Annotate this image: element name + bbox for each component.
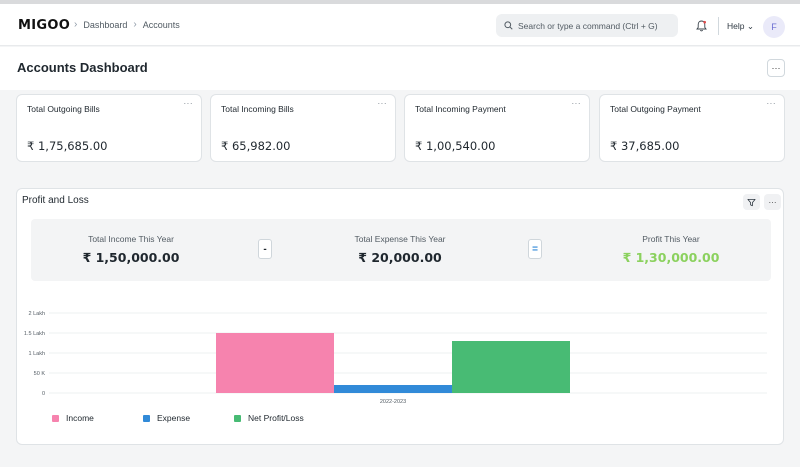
widget-title: Profit and Loss: [22, 195, 89, 206]
chevron-right-icon: ›: [74, 19, 78, 30]
legend-swatch: [143, 414, 150, 422]
legend-label: Net Profit/Loss: [248, 413, 304, 423]
bar-net-profit-loss[interactable]: [452, 341, 570, 393]
card-title: Total Outgoing Payment: [610, 104, 701, 114]
help-label: Help: [727, 21, 745, 31]
card-total-outgoing-bills[interactable]: Total Outgoing Bills ··· ₹ 1,75,685.00: [16, 94, 202, 162]
breadcrumb: › Dashboard › Accounts: [74, 19, 180, 30]
expense-summary: Total Expense This Year ₹ 20,000.00: [310, 234, 490, 265]
breadcrumb-dashboard[interactable]: Dashboard: [83, 19, 128, 30]
card-title: Total Outgoing Bills: [27, 104, 100, 114]
y-tick-label: 2 Lakh: [28, 311, 45, 317]
legend-item[interactable]: Expense: [143, 413, 234, 423]
card-menu-icon[interactable]: ···: [766, 99, 776, 108]
y-tick-label: 1 Lakh: [28, 351, 45, 357]
search-bar[interactable]: [496, 14, 678, 37]
help-dropdown[interactable]: Help ⌄: [727, 21, 754, 32]
y-tick-label: 50 K: [34, 371, 46, 377]
chevron-down-icon: ⌄: [746, 21, 754, 31]
profit-label: Profit This Year: [642, 234, 700, 244]
page-title: Accounts Dashboard: [17, 60, 148, 75]
breadcrumb-accounts[interactable]: Accounts: [142, 19, 180, 30]
page-menu-button[interactable]: ···: [767, 59, 785, 77]
legend-label: Expense: [157, 413, 191, 423]
app-logo[interactable]: MIGOO: [18, 18, 70, 33]
chevron-right-icon: ›: [133, 19, 137, 30]
avatar-initial: F: [771, 22, 777, 32]
card-title: Total Incoming Payment: [415, 104, 506, 114]
legend-label: Income: [66, 413, 94, 423]
card-value: ₹ 1,75,685.00: [27, 139, 108, 153]
avatar[interactable]: F: [763, 16, 785, 38]
profit-value: ₹ 1,30,000.00: [622, 250, 720, 265]
navbar: MIGOO › Dashboard › Accounts Help ⌄ F: [0, 4, 800, 46]
y-tick-label: 0: [42, 391, 45, 397]
card-menu-icon[interactable]: ···: [377, 99, 387, 108]
search-input[interactable]: [518, 20, 678, 31]
more-icon: ···: [768, 197, 777, 207]
filter-icon: [747, 198, 756, 206]
navbar-divider: [718, 17, 719, 35]
income-value: ₹ 1,50,000.00: [82, 250, 180, 265]
card-menu-icon[interactable]: ···: [571, 99, 581, 108]
search-icon: [504, 17, 513, 35]
profit-loss-widget: Profit and Loss ··· Total Income This Ye…: [16, 188, 784, 445]
legend-swatch: [234, 414, 241, 422]
minus-operator: -: [258, 239, 272, 259]
logo-text: MIGOO: [18, 18, 71, 33]
bar-expense[interactable]: [334, 385, 452, 393]
chart-legend: Income Expense Net Profit/Loss: [52, 413, 334, 423]
card-value: ₹ 1,00,540.00: [415, 139, 496, 153]
card-value: ₹ 37,685.00: [610, 139, 680, 153]
legend-swatch: [52, 414, 59, 422]
card-total-outgoing-payment[interactable]: Total Outgoing Payment ··· ₹ 37,685.00: [599, 94, 785, 162]
card-total-incoming-bills[interactable]: Total Incoming Bills ··· ₹ 65,982.00: [210, 94, 396, 162]
top-strip: [0, 0, 800, 4]
card-value: ₹ 65,982.00: [221, 139, 291, 153]
profit-loss-chart: 0 50 K 1 Lakh 1.5 Lakh 2 Lakh 2022-2023: [24, 311, 767, 405]
expense-label: Total Expense This Year: [354, 234, 446, 244]
card-total-incoming-payment[interactable]: Total Incoming Payment ··· ₹ 1,00,540.00: [404, 94, 590, 162]
legend-item[interactable]: Net Profit/Loss: [234, 413, 334, 423]
y-tick-label: 1.5 Lakh: [24, 331, 45, 337]
widget-menu-button[interactable]: ···: [764, 194, 781, 210]
equals-operator: =: [528, 239, 542, 259]
income-label: Total Income This Year: [88, 234, 174, 244]
card-menu-icon[interactable]: ···: [183, 99, 193, 108]
filter-button[interactable]: [743, 194, 760, 210]
summary-panel: Total Income This Year ₹ 1,50,000.00 - T…: [31, 219, 771, 281]
expense-value: ₹ 20,000.00: [358, 250, 442, 265]
x-tick-label: 2022-2023: [380, 399, 406, 405]
page-header: Accounts Dashboard ···: [0, 47, 800, 90]
notification-bell-icon[interactable]: [696, 19, 707, 37]
card-title: Total Incoming Bills: [221, 104, 294, 114]
more-icon: ···: [771, 63, 781, 73]
legend-item[interactable]: Income: [52, 413, 143, 423]
income-summary: Total Income This Year ₹ 1,50,000.00: [41, 234, 221, 265]
bar-income[interactable]: [216, 333, 334, 393]
profit-summary: Profit This Year ₹ 1,30,000.00: [581, 234, 761, 265]
